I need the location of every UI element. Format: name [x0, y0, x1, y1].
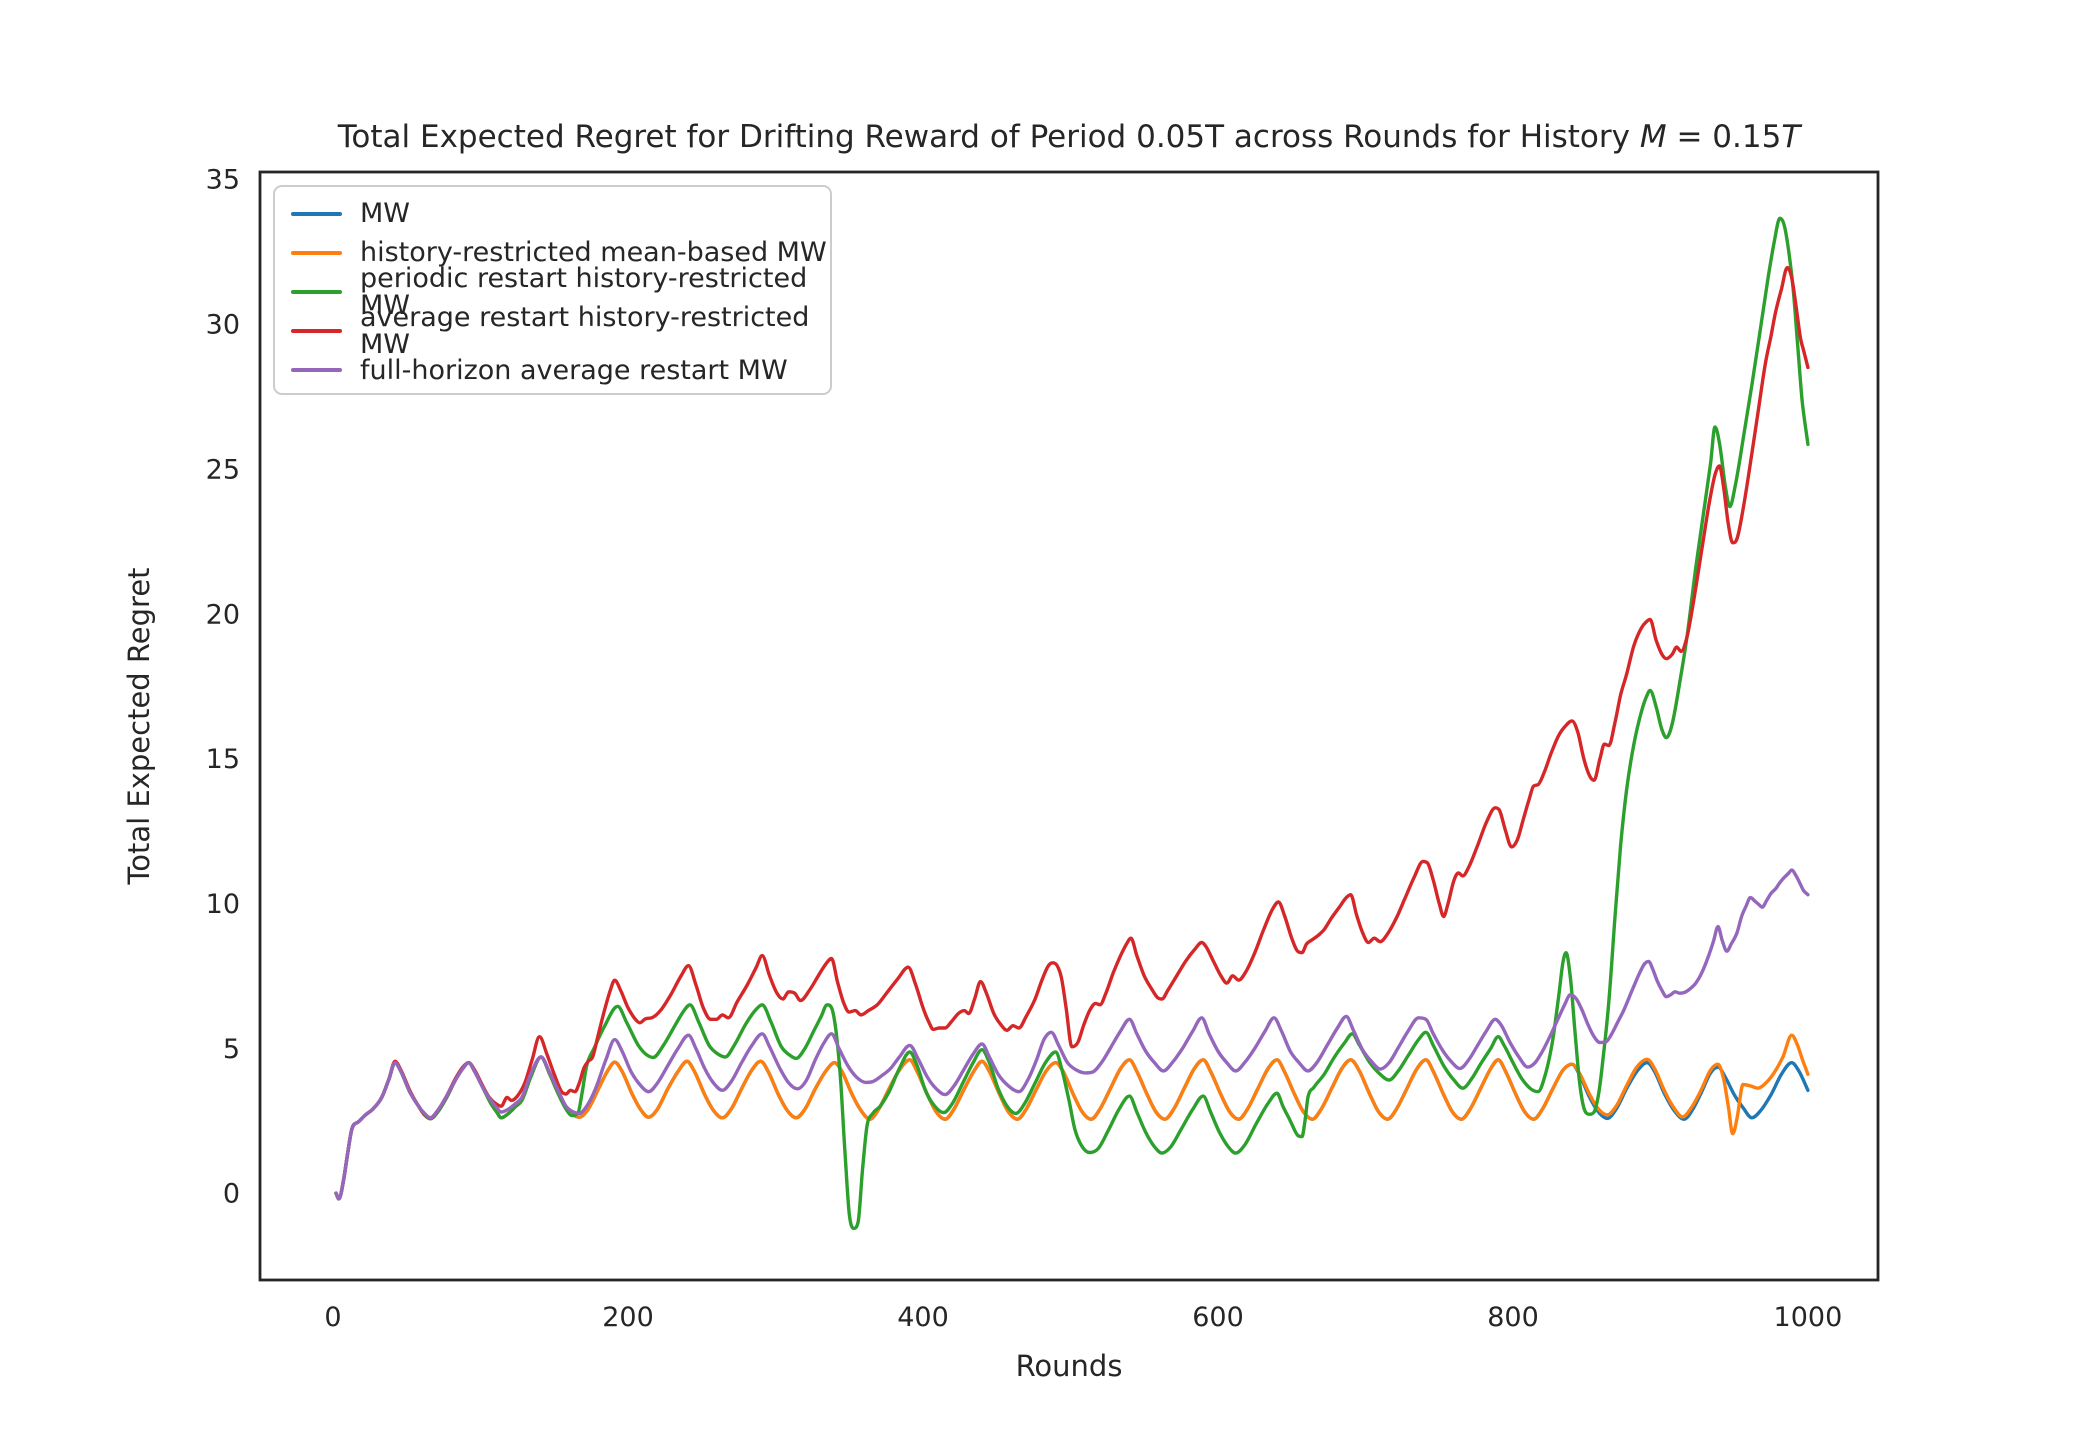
- legend-line-sample-full-horizon-average-restart-mw: [291, 368, 342, 373]
- legend-line-sample-periodic-restart-history-restricted-mw: [291, 289, 342, 294]
- title-var-m: M: [1639, 119, 1667, 155]
- chart-title: Total Expected Regret for Drifting Rewar…: [260, 119, 1878, 155]
- x-tick-label-400: 400: [897, 1302, 949, 1333]
- legend-item-full-horizon-average-restart-mw: full-horizon average restart MW: [291, 351, 830, 390]
- y-tick-label-20: 20: [206, 599, 240, 630]
- legend-line-sample-average-restart-history-restricted-mw: [291, 329, 342, 334]
- legend: MW history-restricted mean-based MW peri…: [273, 185, 832, 395]
- x-tick-label-0: 0: [324, 1302, 341, 1333]
- legend-line-sample-mw: [291, 211, 342, 216]
- title-var-t: T: [1781, 119, 1801, 155]
- legend-line-sample-history-restricted-mean-based-mw: [291, 250, 342, 255]
- series-line-full-horizon-average-restart-mw: [334, 868, 1810, 1201]
- plot-frame: [258, 170, 1880, 1282]
- y-tick-label-25: 25: [206, 454, 240, 485]
- legend-item-average-restart-history-restricted-mw: average restart history-restricted MW: [291, 304, 830, 358]
- x-axis-label: Rounds: [1015, 1349, 1123, 1383]
- y-tick-label-0: 0: [223, 1179, 240, 1210]
- legend-label: average restart history-restricted MW: [360, 302, 810, 361]
- legend-label: full-horizon average restart MW: [360, 354, 788, 386]
- x-tick-label-800: 800: [1487, 1302, 1539, 1333]
- title-equals: = 0.15: [1666, 119, 1782, 155]
- series-line-periodic-restart-history-restricted-mw: [334, 216, 1810, 1231]
- series-line-average-restart-history-restricted-mw: [334, 265, 1810, 1201]
- y-tick-label-35: 35: [206, 165, 240, 196]
- x-tick-label-200: 200: [602, 1302, 654, 1333]
- legend-item-mw: MW: [291, 194, 830, 233]
- x-tick-label-1000: 1000: [1774, 1302, 1843, 1333]
- y-tick-label-30: 30: [206, 310, 240, 341]
- y-tick-label-10: 10: [206, 889, 240, 920]
- legend-label: periodic restart history-restricted MW: [360, 262, 808, 321]
- legend-item-periodic-restart-history-restricted-mw: periodic restart history-restricted MW: [291, 265, 830, 319]
- title-prefix: Total Expected Regret for Drifting Rewar…: [337, 119, 1640, 155]
- x-tick-label-600: 600: [1192, 1302, 1244, 1333]
- legend-label: MW: [360, 198, 410, 230]
- y-tick-label-15: 15: [206, 744, 240, 775]
- legend-label: history-restricted mean-based MW: [360, 237, 827, 269]
- y-tick-label-5: 5: [223, 1034, 240, 1065]
- legend-item-history-restricted-mean-based-mw: history-restricted mean-based MW: [291, 233, 830, 272]
